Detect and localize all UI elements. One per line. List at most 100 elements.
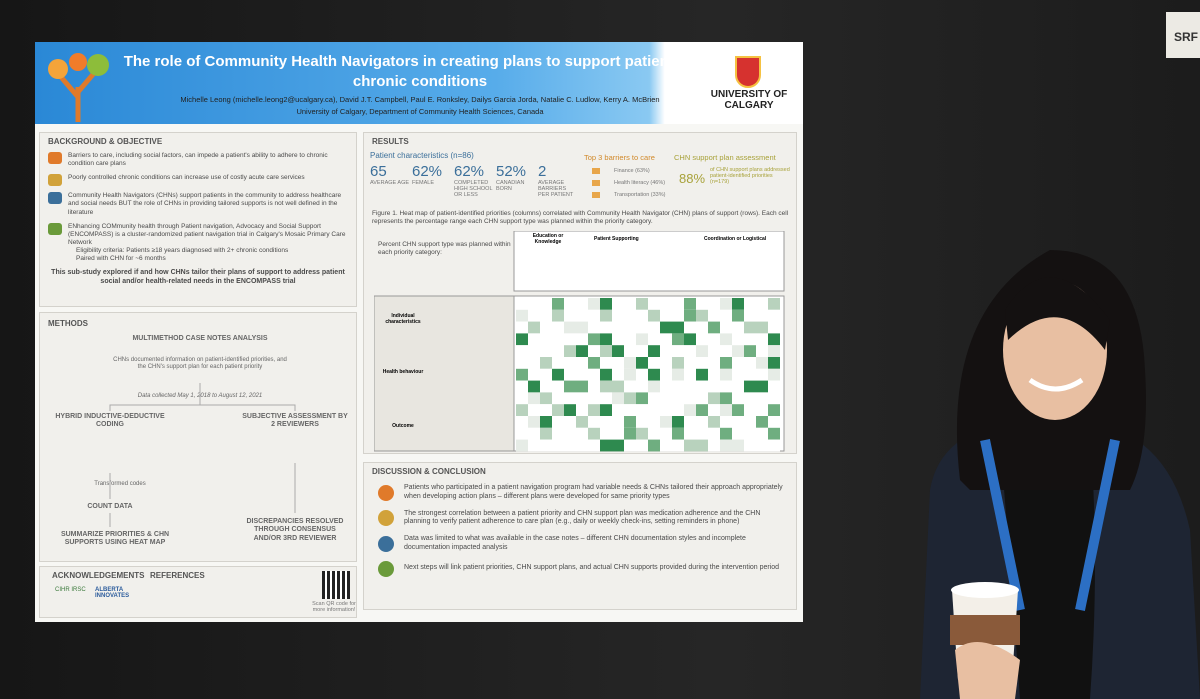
heat-cell [588,368,600,381]
heat-cell [540,439,552,452]
affiliation: University of Calgary, Department of Com… [296,107,544,116]
heat-cell [708,404,720,416]
heat-cell [648,298,660,310]
heat-cell [648,392,660,405]
heat-cell [564,333,576,346]
crest [735,56,761,88]
heat-cell [744,357,756,369]
heat-cell [576,345,588,357]
heat-cell [732,416,744,428]
objective: This sub-study explored if and how CHNs … [51,269,345,285]
icon [378,484,394,501]
heat-cell [732,309,744,322]
person [920,250,1200,699]
heat-cell [648,404,660,416]
heat-cell [612,298,624,310]
text: ENhancing COMmunity health through Patie… [68,222,346,246]
heat-cell [564,357,576,369]
heat-cell [552,439,564,452]
heat-cell [648,333,660,346]
heat-cell [720,427,732,440]
heat-cell [516,333,528,346]
heading: REFERENCES [150,571,205,580]
heat-cell [672,298,684,310]
heat-cell [732,298,744,310]
heat-cell [516,298,528,310]
heat-cell [564,345,576,357]
heat-cell [648,309,660,322]
heat-cell [672,392,684,405]
subheading: CHN support plan assessment [674,153,776,162]
heat-cell [768,298,780,310]
heat-cell [588,357,600,369]
heat-cell [696,392,708,405]
item: Patients who participated in a patient n… [378,484,788,502]
heat-cell [756,439,768,452]
stat-value: 52% [496,163,527,180]
text: The strongest correlation between a pati… [404,509,761,526]
node: Transformed codes [94,481,146,487]
text: Next steps will link patient priorities,… [404,564,780,572]
heat-cell [600,380,612,393]
heat-cell [540,333,552,346]
heat-cell [600,439,612,452]
stat-label: COMPLETED HIGH SCHOOL OR LESS [454,180,493,198]
heat-cell [744,427,756,440]
row-group: Outcome [392,423,414,429]
list: Barriers to care, including social facto… [48,152,348,247]
heat-cell [588,333,600,346]
heat-cell [720,380,732,393]
heat-cell [768,416,780,428]
heat-cell [600,404,612,416]
heat-cell [600,427,612,440]
heat-cell [624,380,636,393]
node: HYBRID INDUCTIVE-DEDUCTIVE CODING [55,413,165,429]
heat-cell [768,368,780,381]
heat-cell [576,321,588,334]
heat-cell [672,309,684,322]
heading: DISCUSSION & CONCLUSION [372,467,486,476]
heat-cell [672,368,684,381]
heat-cell [600,357,612,369]
heat-cell [564,392,576,405]
heat-cell [696,309,708,322]
heat-cell [672,439,684,452]
heat-cell [552,427,564,440]
arrows [109,383,296,527]
heat-cell [660,321,672,334]
heat-cell [528,333,540,346]
heat-cell [732,427,744,440]
background-box: BACKGROUND & OBJECTIVE Barriers to care,… [39,132,357,307]
heat-cell [600,392,612,405]
stat: 65 AVERAGE AGE [370,163,410,186]
heat-cell [696,427,708,440]
footer-box: ACKNOWLEDGEMENTS CIHR IRSC ALBERTA INNOV… [39,566,357,618]
heat-cell [612,439,624,452]
heat-cell [756,380,768,393]
heat-cell [672,380,684,393]
heat-cell [696,439,708,452]
heat-cell [648,345,660,357]
heat-cell [624,404,636,416]
heat-cell [576,427,588,440]
heat-cell [528,309,540,322]
heat-cell [696,416,708,428]
heat-cell [756,404,768,416]
heat-cell [660,427,672,440]
heat-cell [660,439,672,452]
heat-cell [528,404,540,416]
heat-cell [672,345,684,357]
heat-cell [756,392,768,405]
item: Barriers to care, including social facto… [48,152,348,168]
heat-cell [624,427,636,440]
item: Data was limited to what was available i… [378,535,788,553]
heat-cell [744,298,756,310]
heat-cell [708,380,720,393]
heat-cell [564,404,576,416]
stat-value: 62% [454,163,485,180]
heat-cell [756,321,768,334]
heat-cell [636,298,648,310]
authors: Michelle Leong (michelle.leong2@ucalgary… [180,95,660,104]
heat-cell [684,333,696,346]
heat-cell [552,333,564,346]
